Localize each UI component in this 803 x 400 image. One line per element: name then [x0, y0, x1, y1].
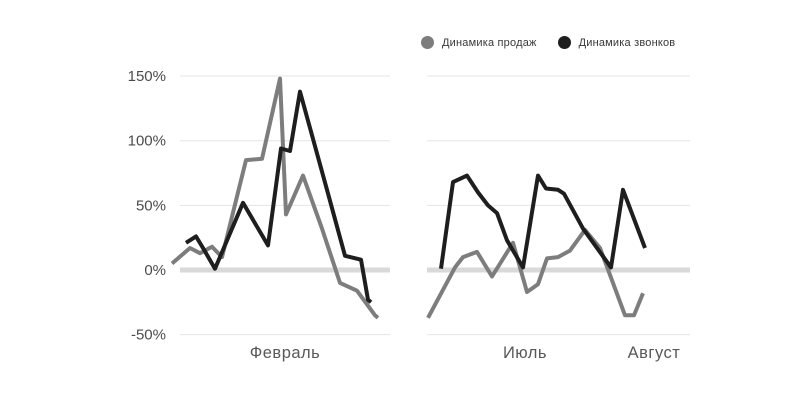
x-axis-label-2: Август: [628, 344, 681, 362]
legend: Динамика продаж Динамика звонков: [421, 36, 675, 49]
legend-label-calls: Динамика звонков: [578, 36, 676, 49]
legend-swatch-calls-icon: [557, 36, 571, 49]
series-calls-segment-0: [184, 89, 373, 304]
y-tick-label-150: 150%: [128, 68, 166, 85]
x-axis-label-1: Июль: [503, 344, 547, 362]
legend-item-sales[interactable]: Динамика продаж: [421, 36, 537, 49]
y-tick-label-0: 0%: [144, 262, 166, 279]
legend-swatch-sales-icon: [421, 36, 434, 49]
series-sales-segment-1: [426, 227, 645, 319]
zero-band-panel-0: [180, 267, 390, 273]
y-tick-label-100: 100%: [128, 133, 166, 150]
legend-label-sales: Динамика продаж: [442, 36, 537, 49]
y-tick-label-50: 50%: [136, 197, 166, 214]
y-tick-label--50: -50%: [131, 327, 166, 344]
legend-item-calls[interactable]: Динамика звонков: [557, 36, 676, 49]
x-axis-label-0: Февраль: [250, 344, 321, 362]
series-calls-segment-1: [439, 173, 647, 270]
zero-band-panel-1: [427, 267, 690, 273]
